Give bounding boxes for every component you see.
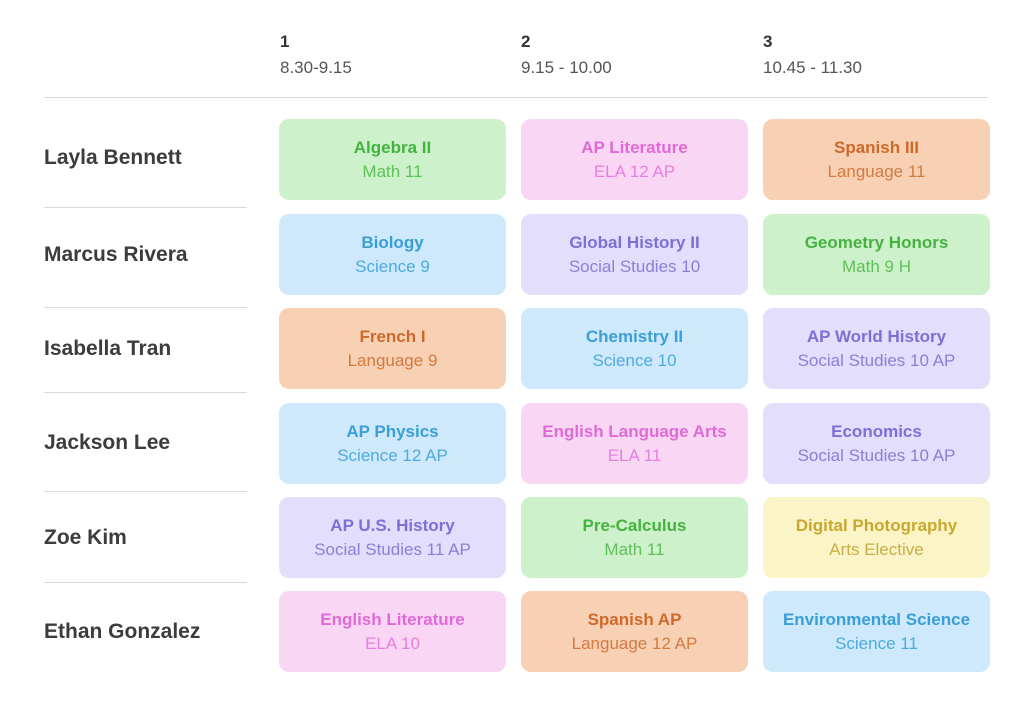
- class-name: Global History II: [569, 232, 700, 252]
- class-name: Biology: [361, 232, 424, 252]
- student-name: Zoe Kim: [44, 526, 127, 549]
- period-number: 3: [763, 32, 773, 51]
- class-name: AP U.S. History: [330, 515, 455, 535]
- class-card[interactable]: Global History II Social Studies 10: [521, 214, 748, 295]
- class-card[interactable]: Geometry Honors Math 9 H: [763, 214, 990, 295]
- class-subtitle: Arts Elective: [829, 539, 924, 559]
- class-name: French I: [359, 326, 426, 346]
- period-number: 2: [521, 32, 531, 51]
- class-name: Spanish AP: [587, 609, 682, 629]
- class-subtitle: Science 9: [355, 256, 430, 276]
- class-card[interactable]: Pre-Calculus Math 11: [521, 497, 748, 578]
- class-name: Pre-Calculus: [582, 515, 687, 535]
- class-card[interactable]: Economics Social Studies 10 AP: [763, 403, 990, 484]
- row-divider: [44, 491, 247, 492]
- class-name: Geometry Honors: [804, 232, 949, 252]
- class-subtitle: Science 12 AP: [337, 445, 448, 465]
- period-number: 1: [280, 32, 290, 51]
- class-name: AP World History: [806, 326, 947, 346]
- row-divider: [44, 392, 247, 393]
- class-name: English Language Arts: [542, 421, 727, 441]
- class-card[interactable]: Digital Photography Arts Elective: [763, 497, 990, 578]
- class-name: AP Literature: [581, 137, 688, 157]
- class-card[interactable]: Algebra II Math 11: [279, 119, 506, 200]
- student-name: Marcus Rivera: [44, 243, 188, 266]
- class-name: Environmental Science: [782, 609, 971, 629]
- row-divider: [44, 582, 247, 583]
- class-name: Spanish III: [833, 137, 920, 157]
- class-card[interactable]: Spanish III Language 11: [763, 119, 990, 200]
- class-name: Algebra II: [353, 137, 432, 157]
- class-subtitle: Social Studies 10: [568, 256, 701, 276]
- class-subtitle: ELA 11: [607, 445, 662, 465]
- class-subtitle: Language 9: [347, 350, 438, 370]
- class-name: Chemistry II: [585, 326, 684, 346]
- class-name: Economics: [831, 421, 922, 441]
- class-card[interactable]: AP U.S. History Social Studies 11 AP: [279, 497, 506, 578]
- class-subtitle: Science 11: [835, 633, 918, 653]
- class-subtitle: Language 12 AP: [571, 633, 698, 653]
- class-subtitle: Science 10: [592, 350, 677, 370]
- class-card[interactable]: Environmental Science Science 11: [763, 591, 990, 672]
- class-subtitle: ELA 10: [365, 633, 420, 653]
- class-card[interactable]: English Literature ELA 10: [279, 591, 506, 672]
- class-name: English Literature: [320, 609, 465, 629]
- header-divider: [44, 97, 988, 98]
- period-time: 10.45 - 11.30: [763, 58, 862, 77]
- class-name: Digital Photography: [795, 515, 958, 535]
- student-name: Jackson Lee: [44, 431, 171, 454]
- class-subtitle: Social Studies 10 AP: [797, 445, 956, 465]
- class-subtitle: Math 11: [604, 539, 665, 559]
- class-card[interactable]: French I Language 9: [279, 308, 506, 389]
- class-subtitle: ELA 12 AP: [593, 161, 676, 181]
- period-header-1: 1 8.30-9.15: [280, 32, 352, 78]
- row-divider: [44, 307, 247, 308]
- class-subtitle: Language 11: [827, 161, 926, 181]
- period-time: 8.30-9.15: [280, 58, 352, 77]
- class-subtitle: Social Studies 11 AP: [314, 539, 471, 559]
- row-divider: [44, 207, 247, 208]
- class-card[interactable]: Chemistry II Science 10: [521, 308, 748, 389]
- student-name: Layla Bennett: [44, 146, 182, 169]
- class-card[interactable]: AP Literature ELA 12 AP: [521, 119, 748, 200]
- class-subtitle: Math 9 H: [842, 256, 911, 276]
- class-card[interactable]: Biology Science 9: [279, 214, 506, 295]
- class-subtitle: Social Studies 10 AP: [797, 350, 956, 370]
- student-name: Ethan Gonzalez: [44, 620, 201, 643]
- class-subtitle: Math 11: [362, 161, 423, 181]
- class-card[interactable]: AP World History Social Studies 10 AP: [763, 308, 990, 389]
- class-name: AP Physics: [346, 421, 439, 441]
- period-time: 9.15 - 10.00: [521, 58, 612, 77]
- class-card[interactable]: AP Physics Science 12 AP: [279, 403, 506, 484]
- period-header-3: 3 10.45 - 11.30: [763, 32, 862, 78]
- class-card[interactable]: English Language Arts ELA 11: [521, 403, 748, 484]
- class-card[interactable]: Spanish AP Language 12 AP: [521, 591, 748, 672]
- student-name: Isabella Tran: [44, 337, 172, 360]
- period-header-2: 2 9.15 - 10.00: [521, 32, 612, 78]
